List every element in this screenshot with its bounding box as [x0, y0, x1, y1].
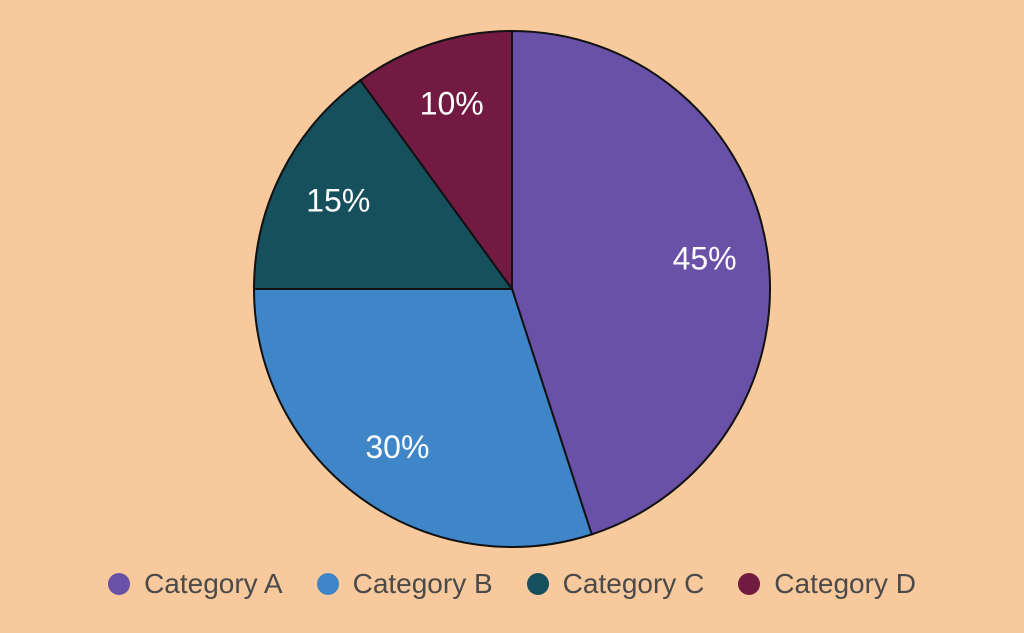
legend-item-category-c: Category C	[526, 568, 705, 600]
pie-slice-label-category-d: 10%	[420, 86, 484, 122]
legend-label-category-d: Category D	[774, 568, 916, 599]
legend-swatch-category-b	[316, 573, 339, 595]
pie-slice-category-c	[252, 78, 514, 290]
legend: Category A Category B Category C Categor…	[0, 560, 1024, 608]
pie-slice-label-category-b: 30%	[365, 429, 429, 465]
legend-swatch-category-a	[108, 573, 131, 595]
pie-slice-label-category-c: 15%	[306, 182, 370, 218]
legend-label-category-a: Category A	[144, 568, 283, 599]
pie-slice-category-d	[358, 29, 513, 293]
pie-slice-label-category-a: 45%	[673, 240, 737, 276]
legend-swatch-category-d	[738, 573, 761, 595]
pie-slice-category-a	[511, 29, 771, 536]
legend-item-category-a: Category A	[108, 568, 283, 600]
legend-item-category-d: Category D	[738, 568, 916, 600]
pie-slices	[252, 29, 771, 548]
pie-chart-plot: 45% 30% 15% 10%	[252, 29, 771, 548]
legend-swatch-category-c	[526, 573, 549, 595]
pie-slice-labels: 45% 30% 15% 10%	[306, 86, 736, 465]
legend-label-category-c: Category C	[562, 568, 705, 599]
pie-slice-category-b	[252, 288, 593, 548]
legend-label-category-b: Category B	[352, 568, 493, 599]
legend-item-category-b: Category B	[316, 568, 493, 600]
